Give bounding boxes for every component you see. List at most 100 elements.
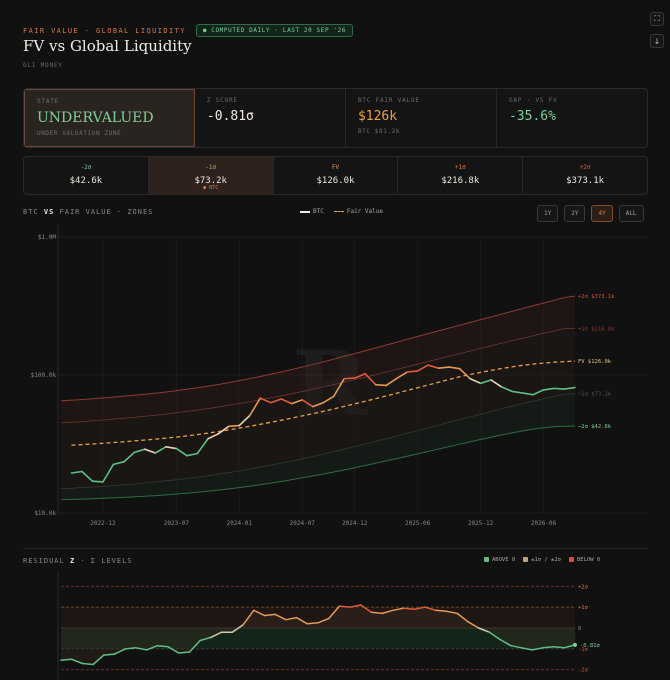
page-title: FV vs Global Liquidity [23,37,192,55]
page-kicker: FAIR VALUE · GLOBAL LIQUIDITY [23,26,186,35]
residual-line-segment [435,609,448,613]
residual-line-segment [178,651,191,654]
btc-line-segment [249,397,262,417]
legend-label: ABOVE 0 [492,557,516,563]
range-button-4y[interactable]: 4Y [591,205,613,222]
residual-line-segment [317,617,330,624]
expand-icon[interactable]: ⛶ [650,12,664,26]
plus2-sigma-band [60,295,576,402]
residual-line-segment [520,647,533,651]
btc-line-segment [427,364,440,369]
legend-label: BELOW 0 [577,557,601,563]
residual-line-segment [70,658,84,665]
btc-line-segment [563,386,576,390]
residual-line-segment [349,604,362,608]
level-label: +1σ [454,164,466,171]
residual-area [61,605,575,665]
btc-line-segment [542,387,555,391]
download-icon[interactable]: ↓ [650,34,664,48]
plus2-label: +2σ $373.1k [578,294,615,300]
fair-value-card: BTC FAIR VALUE $126k BTC $81.2k [346,89,497,147]
residual-heading: RESIDUAL Z · Σ LEVELS [23,557,133,565]
legend-label: ±1σ / ±2σ [531,557,561,563]
btc-line-segment [532,389,545,396]
range-button-all[interactable]: ALL [618,205,644,222]
x-tick-label: 2022-12 [90,520,116,527]
btc-line-segment [332,377,346,398]
range-button-2y[interactable]: 2Y [564,205,586,222]
btc-line-segment [154,446,167,454]
btc-line-segment [70,470,83,474]
x-tick-label: 2024-01 [227,520,253,527]
btc-line-segment [490,379,503,388]
gap-label: GAP · VS FV [508,97,558,104]
btc-line-segment [112,461,125,466]
range-selector: 1Y 2Y 4Y ALL [537,205,644,222]
sigma-level-label: -2σ [578,668,589,674]
level-card-0: -2σ $42.6k [24,157,149,194]
legend-swatch [569,557,574,562]
btc-line-segment [290,399,304,405]
residual-heading-pre: RESIDUAL [23,557,65,565]
lower-band-zone [61,393,575,500]
residual-line-segment [360,604,373,614]
residual-line-segment [510,644,523,649]
btc-line-segment [385,377,398,387]
level-value: $373.1k [566,176,605,186]
level-value: $126.0k [316,176,355,186]
residual-line-segment [135,647,148,651]
level-value: $73.2k [194,176,227,186]
state-sub: UNDER VALUATION ZONE [37,130,122,137]
sigma-level-label: 0 [578,626,581,632]
btc-line-segment [511,390,524,394]
btc-line-segment [91,480,104,483]
x-tick-label: 2023-07 [164,520,190,527]
residual-line-segment [113,648,127,655]
sigma-level-label: -1σ [578,647,589,653]
residual-line-segment [231,624,244,633]
gap-card: GAP · VS FV -35.6% [497,89,647,147]
range-button-1y[interactable]: 1Y [537,205,559,222]
level-label: -2σ [80,164,92,171]
x-tick-label: 2025-12 [468,520,494,527]
fair-value-label: FV $126.0k [578,359,612,365]
residual-chart: +2σ +1σ 0 -1σ -2σ -0.81σ [57,572,601,680]
residual-line-segment [499,638,512,647]
fair-band-zone [61,328,575,489]
residual-line-segment [456,612,469,623]
main-chart: $1.0M $100.0k $10.0k 2022-12 2023-07 2024-01 2… [31,225,648,527]
btc-line-segment [448,366,461,370]
fair-value-value: $126k [357,109,398,124]
residual-line-segment [92,654,105,666]
state-card: STATE UNDERVALUED UNDER VALUATION ZONE [24,89,195,147]
btc-line-segment [144,448,157,454]
btc-line-segment [437,366,450,369]
btc-line-segment [228,424,241,428]
residual-line-segment [167,646,180,654]
btc-line-segment [123,451,136,463]
plus1-sigma-band [60,327,576,424]
y-tick-label: $100.0k [31,372,57,379]
level-card-1: -1σ $73.2k ● BTC [148,157,274,194]
btc-price-sub: BTC $81.2k [357,128,401,135]
btc-line-segment [207,433,220,440]
main-chart-heading: BTC VS FAIR VALUE · ZONES [23,208,153,216]
state-value: UNDERVALUED [37,110,154,126]
residual-line-segment [103,653,116,656]
computed-badge: ● COMPUTED DAILY · LAST 20 SEP '26 [195,24,354,37]
residual-line-segment [338,605,351,608]
gap-value: -35.6% [508,109,556,124]
level-label: +2σ [579,164,591,171]
current-residual-dot [573,642,577,647]
sigma-levels-strip: -2σ $42.6k -1σ $73.2k ● BTC FV $126.0k +1σ $216.… [23,156,648,195]
btc-line-segment [133,448,146,454]
minus1-label: −1σ $73.2k [578,392,612,398]
level-label: FV [331,164,340,171]
state-label: STATE [37,98,60,105]
residual-line-segment [413,606,426,610]
current-residual-label: -0.81σ [580,643,601,649]
btc-line-segment [416,364,429,372]
section-divider [23,548,648,549]
btc-line-segment [186,452,199,457]
btc-line-segment [469,377,482,385]
